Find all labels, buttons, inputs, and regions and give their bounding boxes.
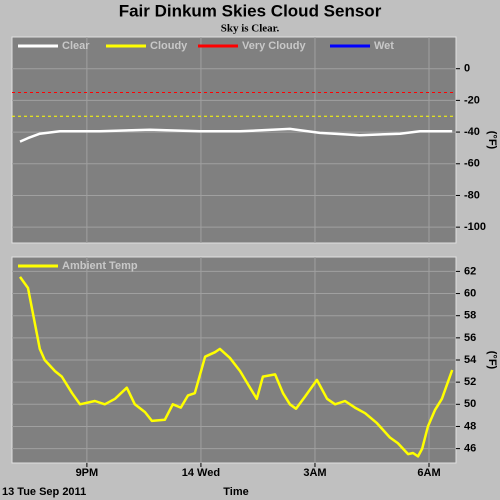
legend-label: Ambient Temp (62, 260, 138, 272)
y-tick-label: 48 (464, 420, 476, 432)
y-tick-label: 52 (464, 376, 476, 388)
y-tick-label: 54 (464, 354, 477, 366)
y-axis-label: (°F) (486, 131, 498, 150)
legend-label: Clear (62, 40, 90, 52)
y-tick-label: -20 (464, 94, 480, 106)
y-tick-label: -100 (464, 221, 486, 233)
legend-label: Wet (374, 40, 394, 52)
date-label: 13 Tue Sep 2011 (2, 486, 86, 498)
data-line (19, 127, 453, 143)
data-line (18, 276, 454, 458)
legend-label: Very Cloudy (242, 40, 306, 52)
y-tick-label: 62 (464, 265, 476, 277)
chart-subtitle: Sky is Clear. (221, 23, 280, 35)
legend-label: Cloudy (150, 40, 188, 52)
y-tick-label: 58 (464, 310, 476, 322)
x-tick-label: 3AM (303, 467, 326, 479)
y-tick-label: 50 (464, 398, 476, 410)
plot-area (11, 36, 457, 244)
y-axis-label: (°F) (486, 351, 498, 370)
y-tick-label: 60 (464, 287, 476, 299)
x-tick-label: 6AM (417, 467, 440, 479)
y-tick-label: -80 (464, 189, 480, 201)
y-tick-label: 0 (464, 63, 470, 75)
chart-title: Fair Dinkum Skies Cloud Sensor (119, 1, 382, 20)
x-tick-label: 9PM (76, 467, 99, 479)
y-tick-label: -40 (464, 126, 480, 138)
x-axis-label: Time (223, 486, 248, 498)
x-tick-label: 14 Wed (182, 467, 220, 479)
y-tick-label: 46 (464, 443, 476, 455)
y-tick-label: 56 (464, 332, 476, 344)
y-tick-label: -60 (464, 158, 480, 170)
